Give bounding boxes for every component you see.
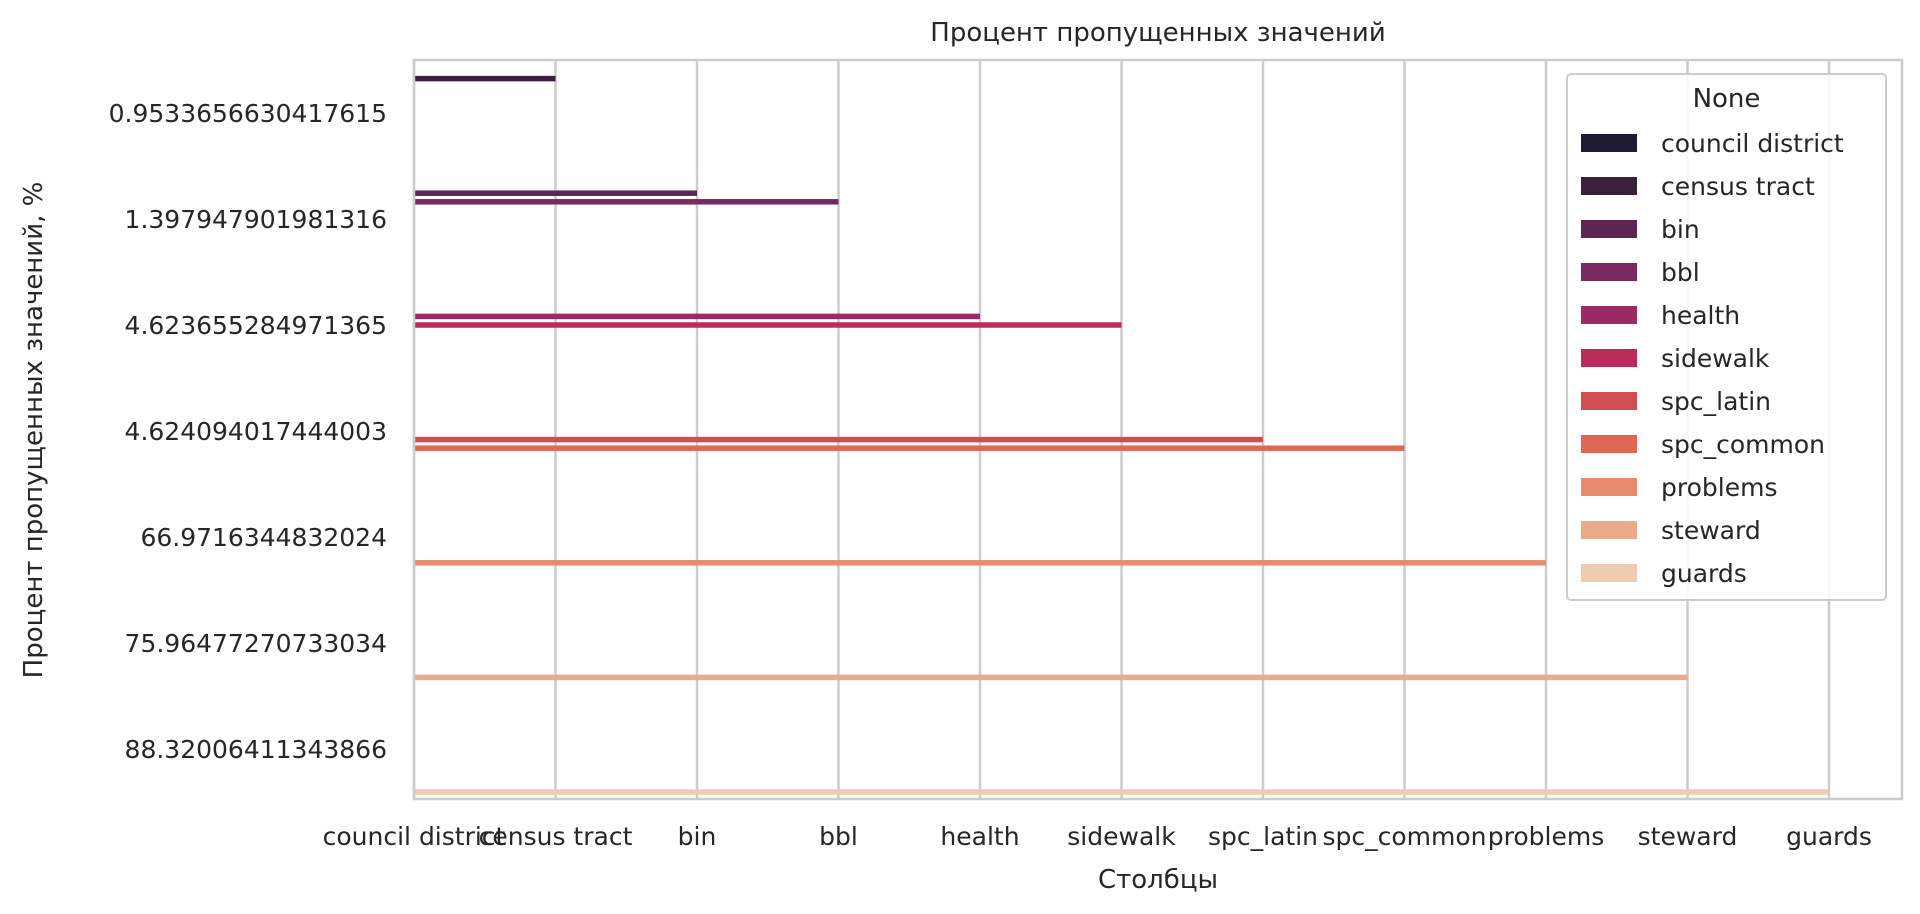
legend-swatch <box>1581 263 1637 281</box>
legend-swatch <box>1581 306 1637 324</box>
y-tick-label: 75.96477270733034 <box>125 629 387 658</box>
bar-bbl <box>414 199 839 205</box>
x-tick-label: bin <box>678 822 717 851</box>
legend-label: bin <box>1661 215 1700 244</box>
x-tick-label: sidewalk <box>1067 822 1176 851</box>
legend-label: sidewalk <box>1661 344 1770 373</box>
legend-swatch <box>1581 177 1637 195</box>
legend-swatch <box>1581 349 1637 367</box>
legend-label: bbl <box>1661 258 1700 287</box>
y-axis-label: Процент пропущенных значений, % <box>19 182 49 679</box>
legend-swatch <box>1581 220 1637 238</box>
bar-guards <box>414 789 1829 795</box>
legend-label: steward <box>1661 516 1761 545</box>
y-tick-labels: 0.9533656630417615 1.397947901981316 4.623… <box>109 99 387 764</box>
x-tick-label: spc_latin <box>1208 822 1318 851</box>
legend-label: problems <box>1661 473 1777 502</box>
y-tick-label: 88.32006411343866 <box>125 735 387 764</box>
x-tick-label: council district <box>323 822 506 851</box>
legend-swatch <box>1581 478 1637 496</box>
legend-label: guards <box>1661 559 1747 588</box>
legend-swatch <box>1581 392 1637 410</box>
y-tick-label: 0.9533656630417615 <box>109 99 387 128</box>
x-tick-label: guards <box>1786 822 1872 851</box>
bar-steward <box>414 674 1688 681</box>
y-tick-label: 66.9716344832024 <box>140 523 387 552</box>
bar-spc-common <box>414 445 1405 451</box>
legend-label: census tract <box>1661 172 1815 201</box>
bar-health <box>414 313 980 320</box>
y-tick-label: 4.624094017444003 <box>125 417 387 446</box>
bar-bin <box>414 190 697 196</box>
legend-swatch <box>1581 564 1637 582</box>
legend-swatch <box>1581 521 1637 539</box>
legend: None council district census tract bin bbl he… <box>1566 73 1887 601</box>
x-axis-label: Столбцы <box>1098 865 1218 895</box>
x-tick-label: census tract <box>479 822 633 851</box>
legend-label: spc_latin <box>1661 387 1771 416</box>
legend-swatch <box>1581 134 1637 152</box>
y-tick-label: 4.623655284971365 <box>125 311 387 340</box>
legend-label: council district <box>1661 129 1844 158</box>
x-tick-label: bbl <box>819 822 858 851</box>
bars <box>414 75 1829 795</box>
legend-frame <box>1566 73 1887 601</box>
legend-title: None <box>1693 84 1761 114</box>
legend-swatch <box>1581 435 1637 453</box>
x-tick-label: problems <box>1488 822 1604 851</box>
legend-label: health <box>1661 301 1740 330</box>
plot-frame <box>412 58 1904 801</box>
x-tick-label: health <box>940 822 1019 851</box>
x-tick-label: steward <box>1638 822 1738 851</box>
bar-spc-latin <box>414 436 1263 443</box>
bar-census-tract <box>414 75 556 82</box>
bar-problems <box>414 560 1546 566</box>
x-tick-label: spc_common <box>1322 822 1486 851</box>
chart-title: Процент пропущенных значений <box>930 18 1385 48</box>
legend-label: spc_common <box>1661 430 1825 459</box>
bar-sidewalk <box>414 322 1122 328</box>
y-tick-label: 1.397947901981316 <box>125 205 387 234</box>
